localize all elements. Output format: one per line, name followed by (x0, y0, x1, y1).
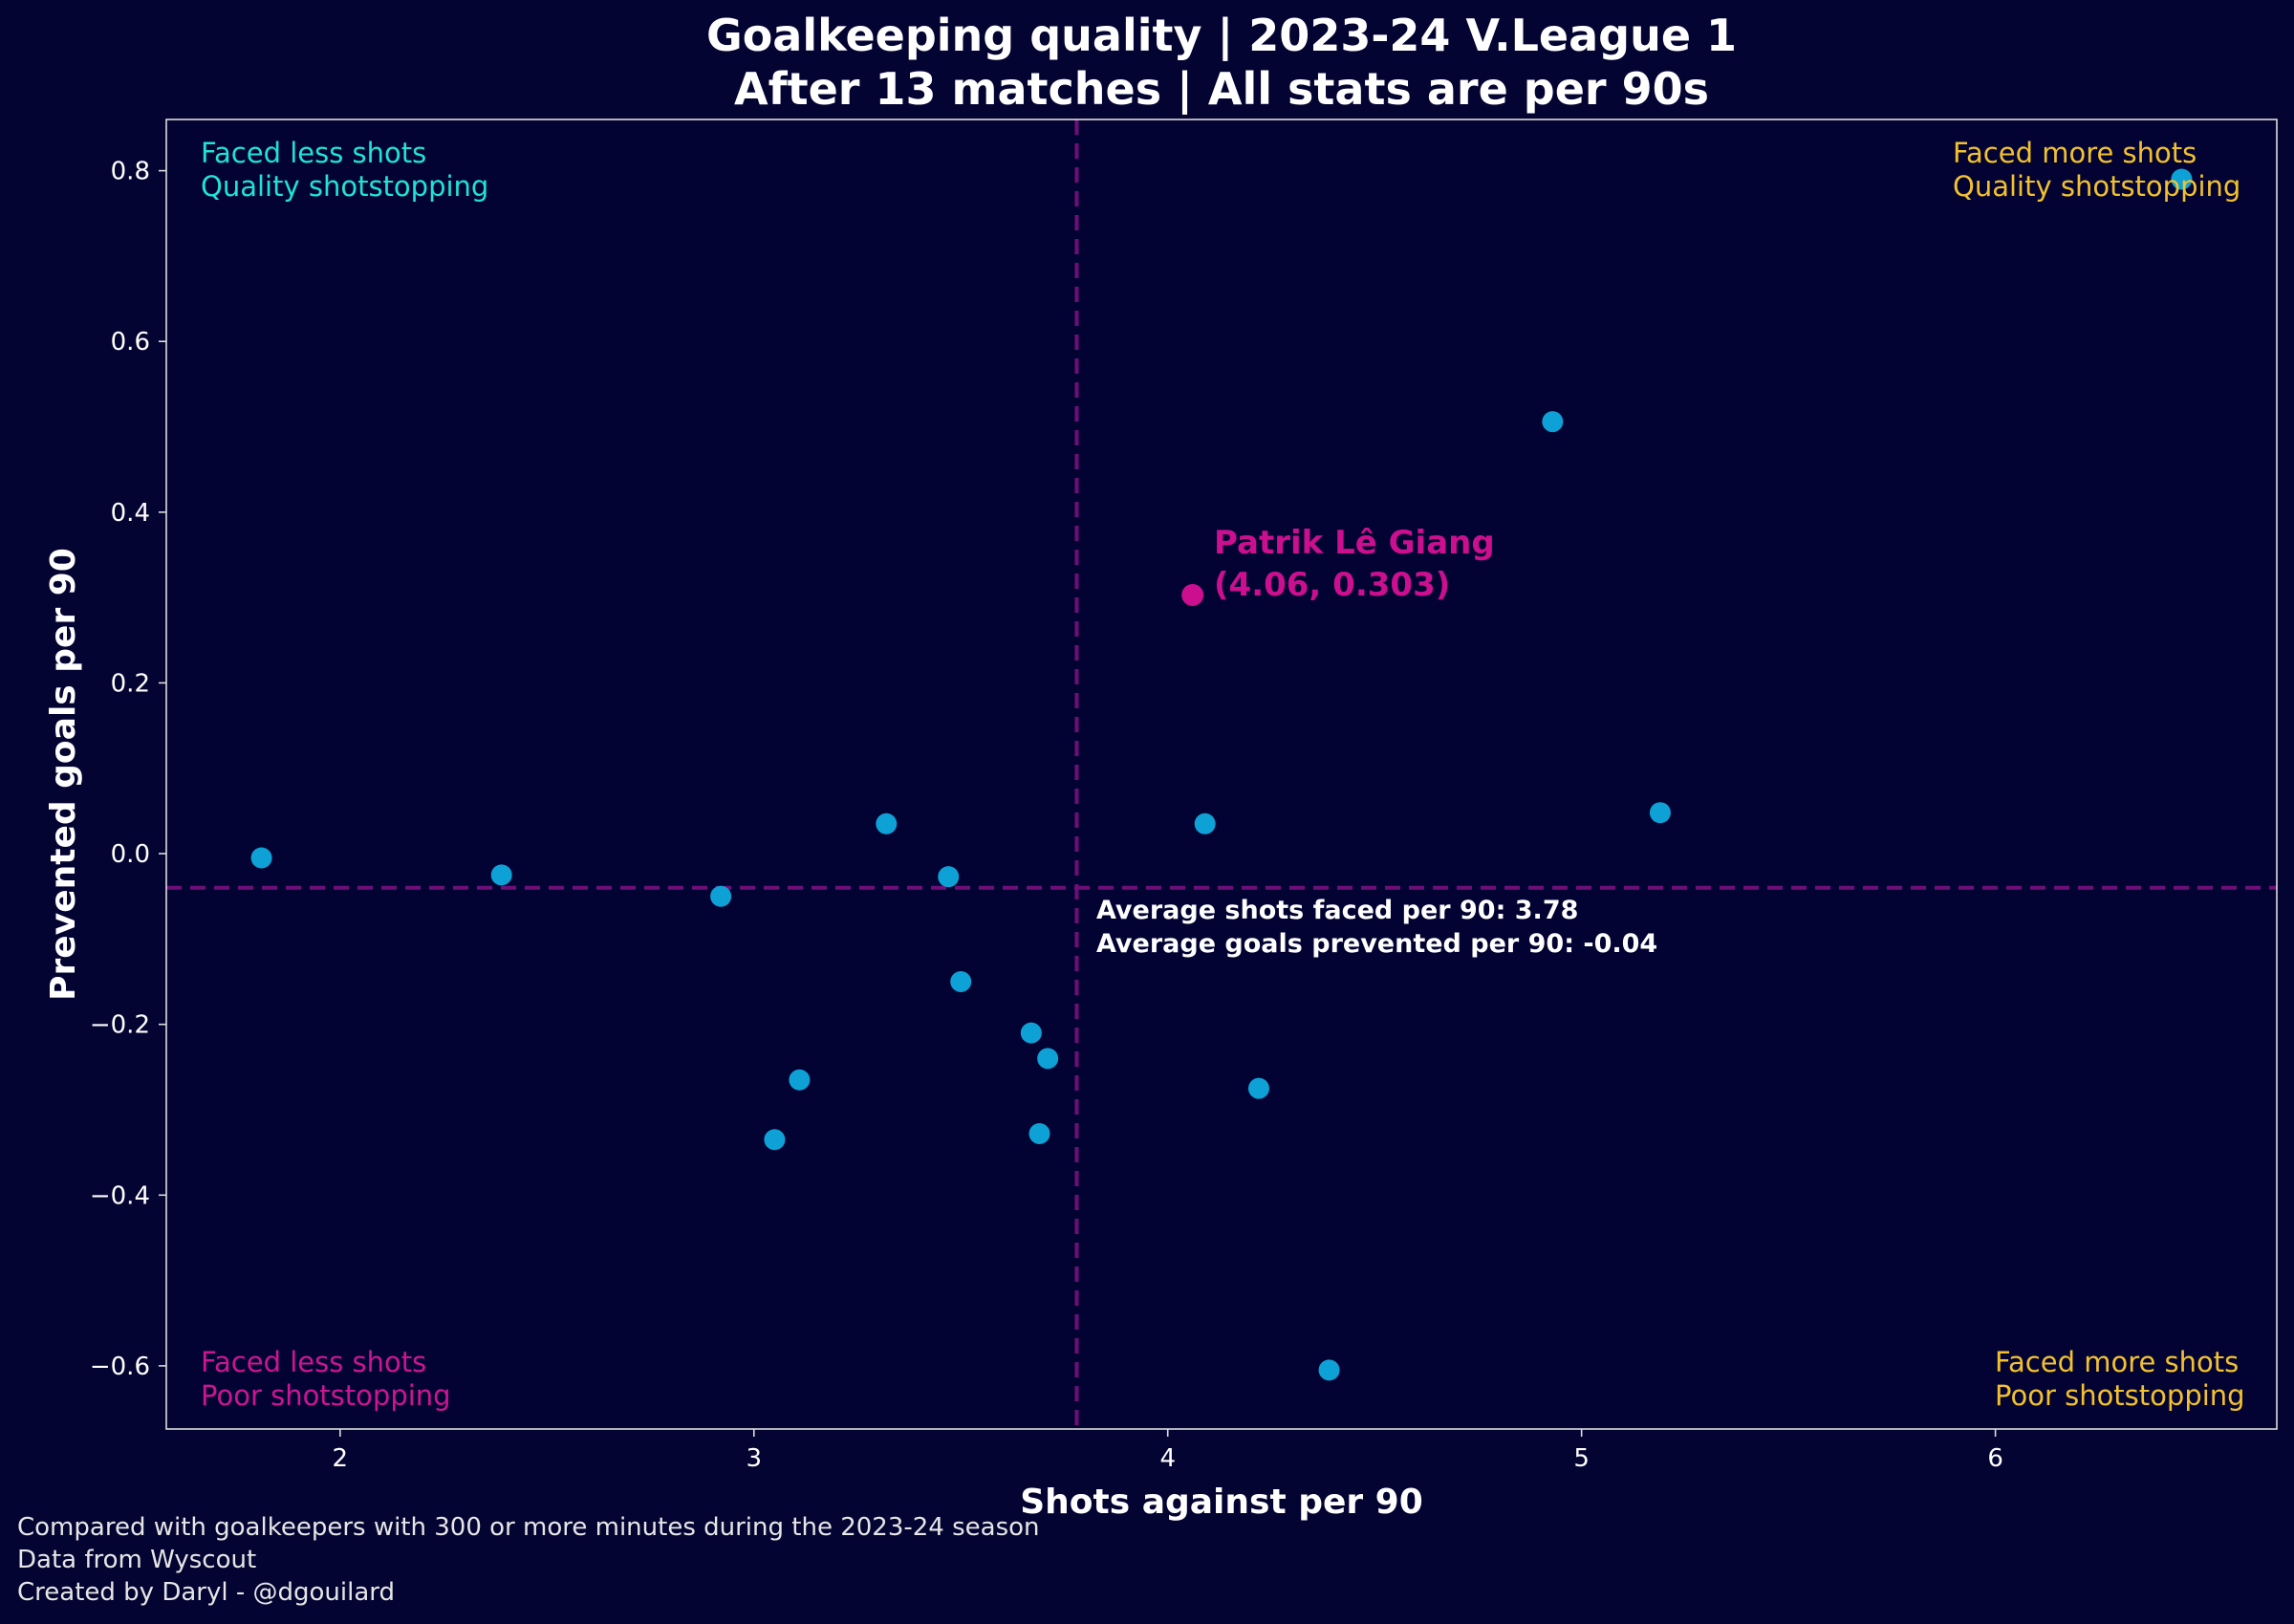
y-tick-label: −0.2 (90, 1011, 150, 1040)
chart-title-line-2: After 13 matches | All stats are per 90s (734, 63, 1709, 116)
y-tick-label: 0.4 (111, 499, 150, 528)
data-point (1318, 1359, 1340, 1381)
footer-line-1: Compared with goalkeepers with 300 or mo… (17, 1513, 1040, 1542)
x-tick-label: 6 (1987, 1444, 2003, 1473)
y-tick-label: −0.4 (90, 1181, 150, 1210)
data-point (1037, 1048, 1059, 1070)
quadrant-bottom-right-line-1: Faced more shots (1995, 1346, 2239, 1378)
highlight-coords-label: (4.06, 0.303) (1214, 566, 1450, 604)
data-point (764, 1129, 786, 1151)
footer-line-2: Data from Wyscout (17, 1546, 256, 1574)
y-tick-label: 0.8 (111, 158, 150, 186)
data-point (250, 847, 272, 869)
average-shots-text: Average shots faced per 90: 3.78 (1096, 896, 1578, 925)
data-point (950, 971, 972, 993)
y-tick-label: 0.0 (111, 840, 150, 869)
data-point (1020, 1022, 1042, 1044)
quadrant-bottom-left-line-2: Poor shotstopping (201, 1379, 451, 1412)
highlight-name-label: Patrik Lê Giang (1214, 524, 1495, 562)
x-tick-label: 2 (333, 1444, 349, 1473)
x-tick-label: 4 (1159, 1444, 1176, 1473)
quadrant-bottom-right-line-2: Poor shotstopping (1995, 1379, 2245, 1412)
x-tick-label: 3 (747, 1444, 763, 1473)
y-tick-label: 0.6 (111, 328, 150, 357)
average-goals-text: Average goals prevented per 90: -0.04 (1096, 929, 1657, 959)
x-tick-label: 5 (1573, 1444, 1590, 1473)
data-point (876, 812, 898, 834)
y-tick-label: −0.6 (90, 1353, 150, 1381)
y-axis-label: Prevented goals per 90 (44, 548, 83, 1001)
plot-area (166, 119, 2277, 1429)
data-point (1247, 1077, 1269, 1099)
chart-title-line-1: Goalkeeping quality | 2023-24 V.League 1 (706, 10, 1737, 62)
data-point (710, 885, 732, 907)
data-point (1028, 1122, 1050, 1144)
data-point (490, 864, 512, 886)
data-point (938, 866, 960, 888)
data-point (1542, 411, 1564, 433)
data-point (2171, 168, 2193, 190)
data-point (1194, 812, 1216, 834)
quadrant-top-right-line-2: Quality shotstopping (1953, 170, 2240, 203)
quadrant-top-left-line-1: Faced less shots (201, 137, 426, 169)
highlight-point (1181, 583, 1204, 606)
quadrant-top-left-line-2: Quality shotstopping (201, 170, 488, 203)
footer-line-3: Created by Daryl - @dgouilard (17, 1578, 395, 1607)
y-tick-label: 0.2 (111, 669, 150, 698)
quadrant-top-right-line-1: Faced more shots (1953, 137, 2197, 169)
quadrant-bottom-left-line-1: Faced less shots (201, 1346, 426, 1378)
ticks-layer: 2 3 4 5 6 −0.6 −0.4 −0.2 0.0 0.2 0.4 0.6 0.8 (90, 158, 2003, 1473)
data-point (1649, 802, 1671, 824)
data-point (789, 1069, 811, 1091)
points-layer (250, 168, 2193, 1381)
x-axis-label: Shots against per 90 (1020, 1483, 1423, 1522)
plot-frame (165, 119, 2278, 1430)
